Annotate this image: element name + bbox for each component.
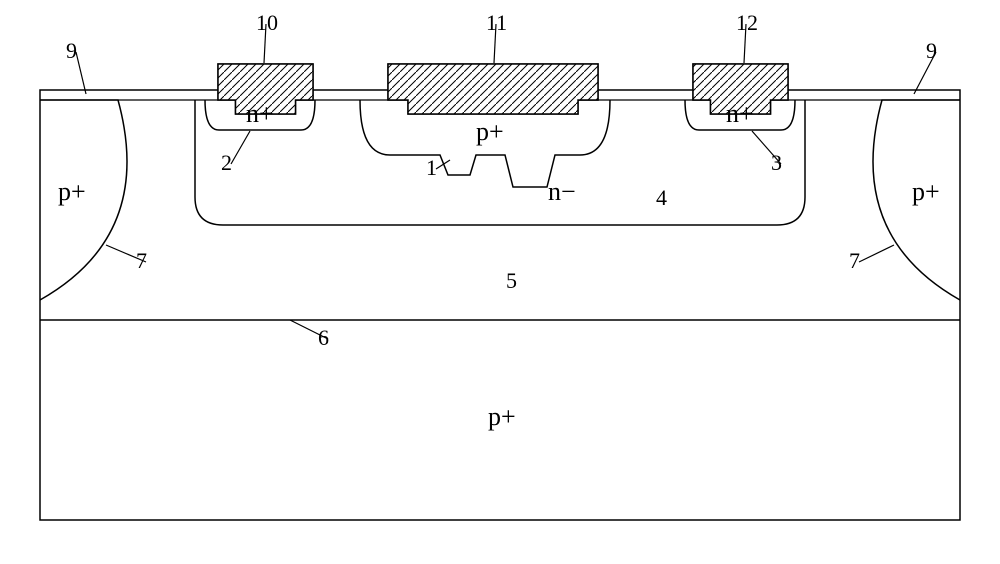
label-nplus_r: n+: [726, 99, 754, 128]
label-pplus_right: p+: [912, 177, 940, 206]
label-pplus_c: p+: [476, 117, 504, 146]
label-pplus_left: p+: [58, 177, 86, 206]
callout-c11: 11: [486, 10, 507, 35]
callout-c7r: 7: [849, 248, 860, 273]
callout-c6: 6: [318, 325, 329, 350]
leader-c2: [231, 131, 250, 164]
callout-c5: 5: [506, 268, 517, 293]
callout-c2: 2: [221, 150, 232, 175]
leader-c9l: [76, 52, 86, 94]
leader-c7r: [859, 245, 894, 262]
callout-c10: 10: [256, 10, 278, 35]
semiconductor-cross-section: p+p+p+p+n−n+n+1234567799101112: [0, 0, 1000, 564]
callout-c12: 12: [736, 10, 758, 35]
label-pplus_sub: p+: [488, 402, 516, 431]
callout-c9l: 9: [66, 38, 77, 63]
callout-c1: 1: [426, 155, 437, 180]
callout-c4: 4: [656, 185, 667, 210]
callout-c9r: 9: [926, 38, 937, 63]
label-nplus_l: n+: [246, 99, 274, 128]
callout-c7l: 7: [136, 248, 147, 273]
callout-c3: 3: [771, 150, 782, 175]
label-nminus: n−: [548, 177, 576, 206]
electrode-11-hatch: [388, 64, 598, 114]
